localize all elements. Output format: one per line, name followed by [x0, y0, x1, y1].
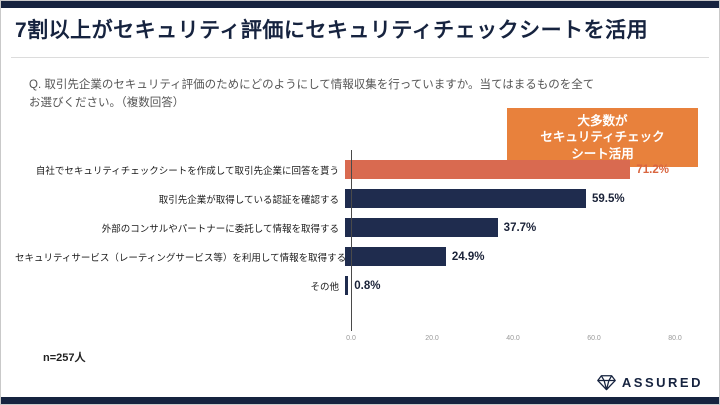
bar — [345, 218, 498, 237]
value-label: 0.8% — [354, 279, 381, 292]
bar — [345, 160, 631, 179]
chart-row: 外部のコンサルやパートナーに委託して情報を取得する 37.7% — [15, 213, 687, 242]
x-tick-label: 20.0 — [425, 335, 439, 342]
callout-line-2: セキュリティチェック — [540, 130, 665, 145]
category-label: セキュリティサービス（レーティングサービス等）を利用して情報を取得する — [15, 252, 347, 264]
bar-track: 71.2% — [345, 160, 669, 179]
bar — [345, 247, 446, 266]
bar — [345, 189, 586, 208]
diamond-icon — [597, 374, 616, 391]
chart-row: セキュリティサービス（レーティングサービス等）を利用して情報を取得する 24.9% — [15, 242, 687, 271]
x-axis-ticks: 0.0 20.0 40.0 60.0 80.0 — [346, 335, 682, 347]
callout-line-3: シート活用 — [571, 146, 634, 161]
category-label: 取引先企業が取得している認証を確認する — [158, 194, 339, 206]
value-label: 71.2% — [636, 163, 669, 176]
value-label: 37.7% — [503, 221, 537, 234]
bar-track: 37.7% — [345, 218, 669, 237]
bar — [345, 276, 349, 295]
callout-line-1: 大多数が — [577, 114, 628, 128]
top-accent-bar — [1, 1, 719, 8]
category-label: 自社でセキュリティチェックシートを作成して取引先企業に回答を貰う — [35, 165, 339, 177]
assured-logo: ASSURED — [597, 374, 703, 391]
x-tick-label: 40.0 — [506, 335, 520, 342]
chart-row: 自社でセキュリティチェックシートを作成して取引先企業に回答を貰う 71.2% — [15, 155, 687, 184]
bar-track: 59.5% — [345, 189, 669, 208]
bar-track: 0.8% — [345, 276, 669, 295]
slide-title: 7割以上がセキュリティ評価にセキュリティチェックシートを活用 — [15, 19, 649, 42]
chart-row: その他 0.8% — [15, 271, 687, 300]
logo-text: ASSURED — [621, 375, 703, 390]
question-line-2: お選びください。（複数回答） — [29, 97, 185, 110]
callout-badge: 大多数が セキュリティチェック シート活用 — [507, 108, 698, 167]
value-label: 24.9% — [451, 250, 485, 263]
value-label: 59.5% — [591, 192, 625, 205]
title-divider — [11, 57, 709, 58]
bar-chart: 自社でセキュリティチェックシートを作成して取引先企業に回答を貰う 71.2% 取引先… — [15, 155, 687, 300]
x-tick-label: 60.0 — [587, 335, 601, 342]
bottom-accent-bar — [1, 397, 719, 404]
x-tick-label: 80.0 — [668, 335, 682, 342]
x-tick-label: 0.0 — [346, 335, 356, 342]
sample-size: n=257人 — [43, 352, 86, 364]
bar-track: 24.9% — [345, 247, 669, 266]
chart-row: 取引先企業が取得している認証を確認する 59.5% — [15, 184, 687, 213]
y-axis-line — [351, 150, 352, 331]
category-label: 外部のコンサルやパートナーに委託して情報を取得する — [101, 223, 339, 235]
category-label: その他 — [310, 281, 339, 293]
question-line-1: Q. 取引先企業のセキュリティ評価のためにどのようにして情報収集を行っていますか… — [29, 79, 595, 91]
survey-question: Q. 取引先企業のセキュリティ評価のためにどのようにして情報収集を行っていますか… — [29, 76, 695, 113]
